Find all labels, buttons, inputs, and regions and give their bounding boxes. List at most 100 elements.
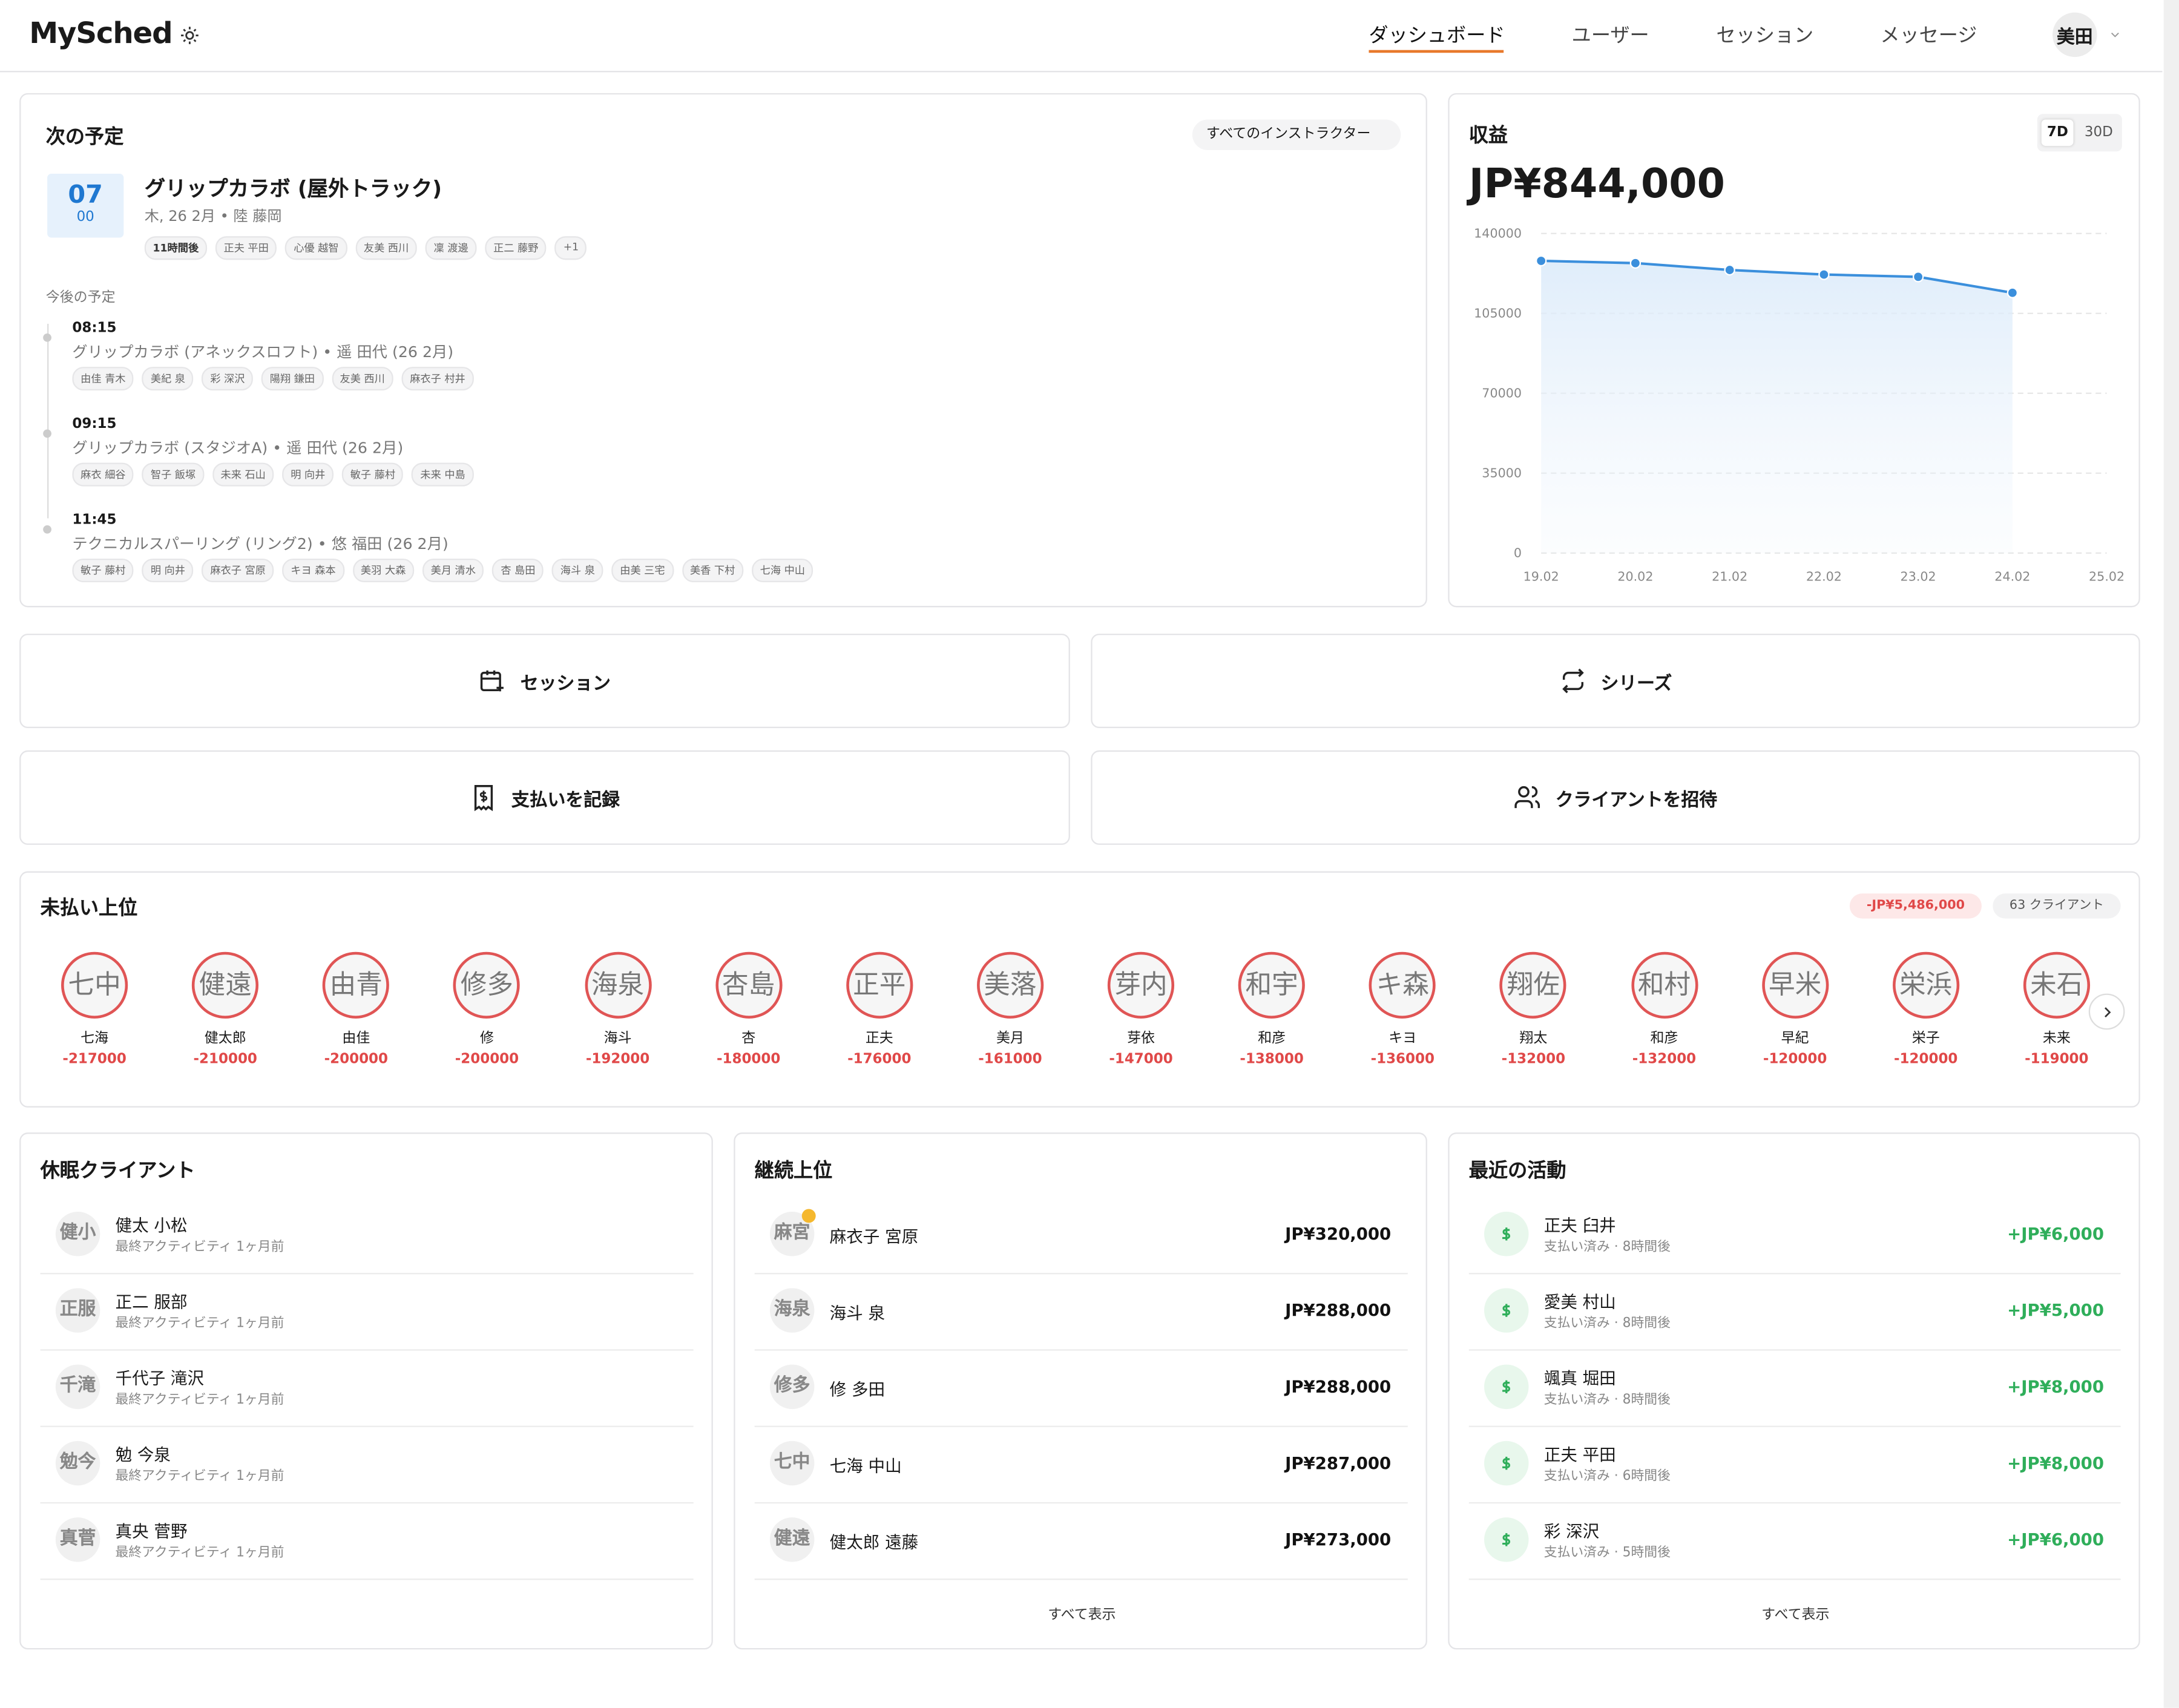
- payment-icon: [1484, 1517, 1529, 1562]
- person-chip: 麻衣 細谷: [72, 462, 134, 487]
- tag-chip: 正二 藤野: [485, 236, 547, 260]
- client-avatar[interactable]: キ森: [1369, 951, 1436, 1019]
- client-avatar[interactable]: 和宇: [1238, 951, 1306, 1019]
- instructor-filter[interactable]: すべてのインストラクター: [1192, 119, 1401, 150]
- client-name: 正夫: [865, 1031, 893, 1046]
- point: [1724, 264, 1735, 276]
- point: [1535, 255, 1547, 267]
- client-amount: -132000: [1632, 1052, 1697, 1068]
- theme-toggle[interactable]: [179, 25, 200, 45]
- client-name: 修: [479, 1031, 494, 1046]
- upcoming-title: グリップカラボ (アネックスロフト) • 遥 田代 (26 2月): [72, 343, 454, 361]
- client-avatar[interactable]: 修多: [453, 951, 521, 1019]
- row-avatar: 健小: [55, 1212, 100, 1256]
- row-amount: JP¥287,000: [1285, 1453, 1392, 1473]
- unpaid-total-badge: -JP¥5,486,000: [1849, 893, 1982, 919]
- event-title: グリップカラボ (屋外トラック): [144, 176, 442, 202]
- person-chip: 杏 島田: [492, 558, 544, 582]
- point: [1629, 257, 1642, 269]
- client-amount: -120000: [1894, 1052, 1958, 1068]
- person-chip: 美香 下村: [682, 558, 744, 582]
- client-avatar[interactable]: 正平: [846, 951, 913, 1019]
- client-avatar[interactable]: 早米: [1761, 951, 1829, 1019]
- y-tick-label: 140000: [1474, 226, 1522, 241]
- client-avatar[interactable]: 杏島: [715, 951, 782, 1019]
- row-name: 千代子 滝沢: [115, 1368, 205, 1388]
- row-amount: +JP¥6,000: [2007, 1529, 2105, 1549]
- person-chip: 美羽 大森: [352, 558, 415, 582]
- client-name: 早紀: [1781, 1031, 1809, 1046]
- client-avatar[interactable]: 美落: [976, 951, 1044, 1019]
- row-avatar: 正服: [55, 1288, 100, 1333]
- client-avatar[interactable]: 海泉: [584, 951, 651, 1019]
- client-avatar[interactable]: 健遠: [192, 951, 259, 1019]
- client-amount: -176000: [847, 1052, 912, 1068]
- client-avatar[interactable]: 由青: [323, 951, 390, 1019]
- client-count-badge: 63 クライアント: [1993, 893, 2121, 919]
- nav-link[interactable]: メッセージ: [1880, 25, 1977, 48]
- row-sub: 最終アクティビティ 1ヶ月前: [115, 1545, 284, 1561]
- client-avatar[interactable]: 未石: [2023, 951, 2090, 1019]
- nav-link[interactable]: ユーザー: [1571, 25, 1649, 48]
- action-button[interactable]: セッション: [19, 633, 1070, 729]
- action-button[interactable]: シリーズ: [1091, 633, 2140, 729]
- tag-chip: 11時間後: [144, 236, 207, 260]
- action-button[interactable]: 支払いを記録: [19, 750, 1070, 845]
- client-avatar[interactable]: 和村: [1631, 951, 1698, 1019]
- row-name: 愛美 村山: [1543, 1292, 1616, 1312]
- row-divider: [1468, 1273, 2121, 1275]
- action-icon: [481, 670, 505, 692]
- row-name: 正二 服部: [115, 1292, 188, 1312]
- upcoming-time: 11:45: [72, 513, 117, 528]
- client-avatar[interactable]: 芽内: [1107, 951, 1175, 1019]
- card-title: 継続上位: [754, 1160, 833, 1183]
- date-day: 07: [68, 180, 103, 210]
- top-card: 継続上位 麻宮 麻衣子 宮原 JP¥320,000 海泉 海斗 泉 JP¥288,000 修多…: [734, 1132, 1427, 1650]
- client-name: 和彦: [1258, 1031, 1286, 1046]
- row-divider: [1468, 1578, 2121, 1580]
- card-title: 収益: [1468, 125, 1508, 148]
- nav-link[interactable]: セッション: [1716, 25, 1814, 48]
- show-all-link[interactable]: すべて表示: [1048, 1608, 1116, 1623]
- unpaid-card: 未払い上位 -JP¥5,486,000 63 クライアント 七中 七海 -217000 健遠…: [19, 871, 2140, 1108]
- client-name: 未来: [2042, 1031, 2071, 1046]
- dollar-icon: [1502, 1380, 1510, 1394]
- payment-icon: [1484, 1288, 1529, 1333]
- client-amount: -132000: [1501, 1052, 1566, 1068]
- nav-link[interactable]: ダッシュボード: [1369, 25, 1505, 48]
- client-amount: -192000: [585, 1052, 650, 1068]
- upcoming-time: 09:15: [72, 416, 117, 433]
- client-avatar[interactable]: 翔佐: [1500, 951, 1567, 1019]
- row-divider: [1468, 1502, 2121, 1504]
- person-chip: 麻衣子 村井: [401, 367, 474, 391]
- person-chip: 敏子 藤村: [341, 462, 404, 487]
- upcoming-people: 敏子 藤村明 向井 麻衣子 宮原 キヨ 森本 美羽 大森 美月 清水杏 島田 海斗 泉由美…: [72, 558, 813, 582]
- scrollbar[interactable]: [2163, 0, 2179, 1708]
- row-sub: 最終アクティビティ 1ヶ月前: [115, 1468, 284, 1485]
- client-avatar[interactable]: 七中: [61, 951, 128, 1019]
- client-avatar[interactable]: 栄浜: [1892, 951, 1959, 1019]
- next-card: 次の予定 すべてのインストラクター 07 00 グリップカラボ (屋外トラック) 木, 2…: [19, 93, 1427, 608]
- row-amount: +JP¥8,000: [2007, 1453, 2105, 1473]
- client-amount: -147000: [1109, 1052, 1173, 1068]
- row-avatar: 修多: [769, 1364, 815, 1410]
- person-chip: 美紀 泉: [142, 367, 194, 391]
- action-icon: [1514, 786, 1540, 809]
- upcoming-time: 08:15: [72, 321, 117, 337]
- row-avatar: 真菅: [55, 1517, 100, 1562]
- person-chip: 明 向井: [142, 558, 194, 582]
- person-chip: 海斗 泉: [552, 558, 603, 582]
- range-option[interactable]: 7D: [2041, 119, 2074, 146]
- client-amount: -180000: [716, 1052, 781, 1068]
- user-avatar[interactable]: 美田: [2052, 12, 2097, 57]
- row-divider: [40, 1425, 694, 1427]
- card-title: 休眠クライアント: [40, 1160, 196, 1183]
- show-all-link[interactable]: すべて表示: [1761, 1608, 1830, 1623]
- action-button[interactable]: クライアントを招待: [1091, 750, 2140, 845]
- tag-chip: 心優 越智: [285, 236, 347, 260]
- range-option[interactable]: 30D: [2084, 125, 2113, 140]
- scroll-next[interactable]: [2088, 993, 2125, 1030]
- point: [2006, 287, 2019, 298]
- dollar-icon: [1502, 1533, 1510, 1546]
- row-name: 正夫 平田: [1543, 1445, 1616, 1465]
